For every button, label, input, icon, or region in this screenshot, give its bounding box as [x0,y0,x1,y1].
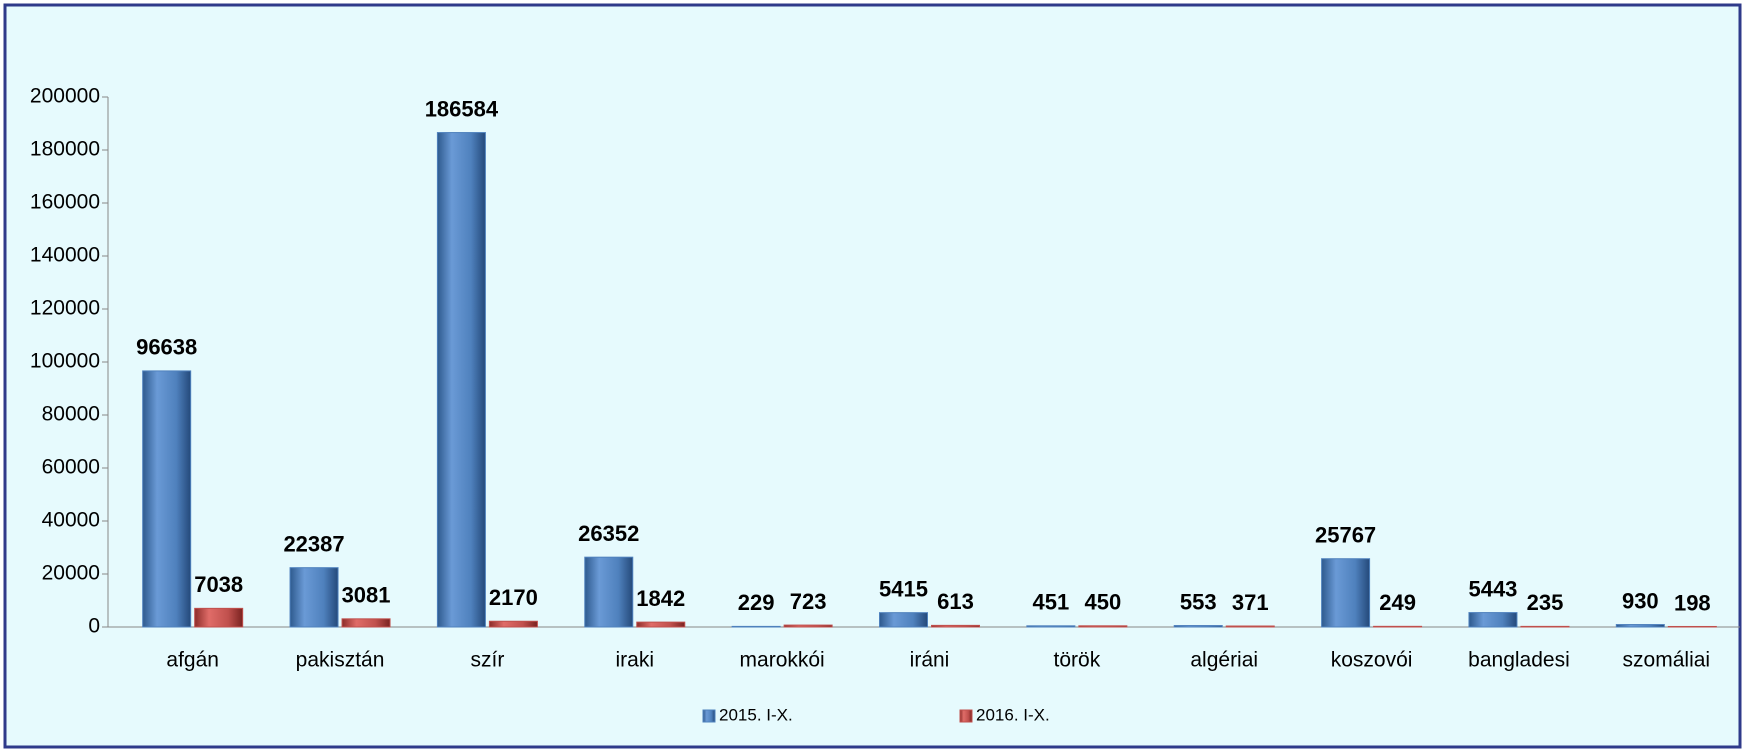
data-label: 450 [1085,590,1122,615]
bar [636,621,686,628]
x-tick-label: afgán [166,649,219,672]
data-label: 451 [1033,590,1070,615]
bar [1520,625,1570,628]
data-label: 930 [1622,588,1659,613]
data-label: 613 [937,589,974,614]
bar [488,620,538,628]
data-label: 186584 [425,96,499,121]
bar [1468,612,1518,628]
data-label: 229 [738,590,775,615]
bar [194,607,244,628]
bar [731,625,781,628]
y-tick-label: 0 [88,615,100,638]
data-label: 198 [1674,590,1711,615]
x-tick-label: szomáliai [1623,649,1711,672]
data-label: 96638 [136,335,197,360]
x-tick-label: szír [470,649,504,672]
data-label: 26352 [578,521,639,546]
x-tick-label: iráni [910,649,950,672]
data-label: 5443 [1468,576,1517,601]
y-tick-label: 200000 [30,85,100,108]
data-label: 249 [1379,590,1416,615]
x-tick-label: bangladesi [1468,649,1570,672]
y-tick-label: 80000 [42,403,100,426]
bar [879,612,928,628]
background [3,3,1742,749]
data-label: 723 [790,589,827,614]
y-tick-label: 140000 [30,244,100,267]
y-tick-label: 20000 [42,562,100,585]
data-label: 22387 [283,531,344,556]
x-tick-label: algériai [1190,649,1258,672]
x-tick-label: iraki [616,649,655,672]
legend-swatch [702,709,716,723]
y-tick-label: 40000 [42,509,100,532]
bar [1321,558,1371,628]
bar [1225,625,1275,628]
x-tick-label: pakisztán [296,649,385,672]
bar [1667,625,1717,628]
y-tick-label: 180000 [30,138,100,161]
data-label: 1842 [636,586,685,611]
bar [584,556,634,628]
y-tick-label: 60000 [42,456,100,479]
data-label: 553 [1180,589,1217,614]
data-label: 371 [1232,590,1269,615]
data-label: 235 [1527,590,1564,615]
bar [931,624,980,628]
bar [341,618,391,628]
legend-label: 2015. I-X. [719,705,793,724]
bar [1078,625,1128,628]
y-tick-label: 100000 [30,350,100,373]
data-label: 3081 [342,583,391,608]
data-label: 25767 [1315,523,1376,548]
x-tick-label: koszovói [1331,649,1413,672]
data-label: 5415 [879,576,928,601]
bar [436,132,486,628]
data-label: 2170 [489,585,538,610]
bar [783,624,833,628]
bar [1373,625,1423,628]
data-label: 7038 [194,572,243,597]
bar [1615,624,1665,628]
y-tick-label: 120000 [30,297,100,320]
legend-label: 2016. I-X. [976,705,1050,724]
bar [1173,625,1223,628]
x-tick-label: török [1054,649,1101,672]
bar [1026,625,1076,628]
legend-swatch [959,709,973,723]
x-tick-label: marokkói [740,649,825,672]
bar [289,567,339,628]
bar [142,370,192,628]
y-tick-label: 160000 [30,191,100,214]
